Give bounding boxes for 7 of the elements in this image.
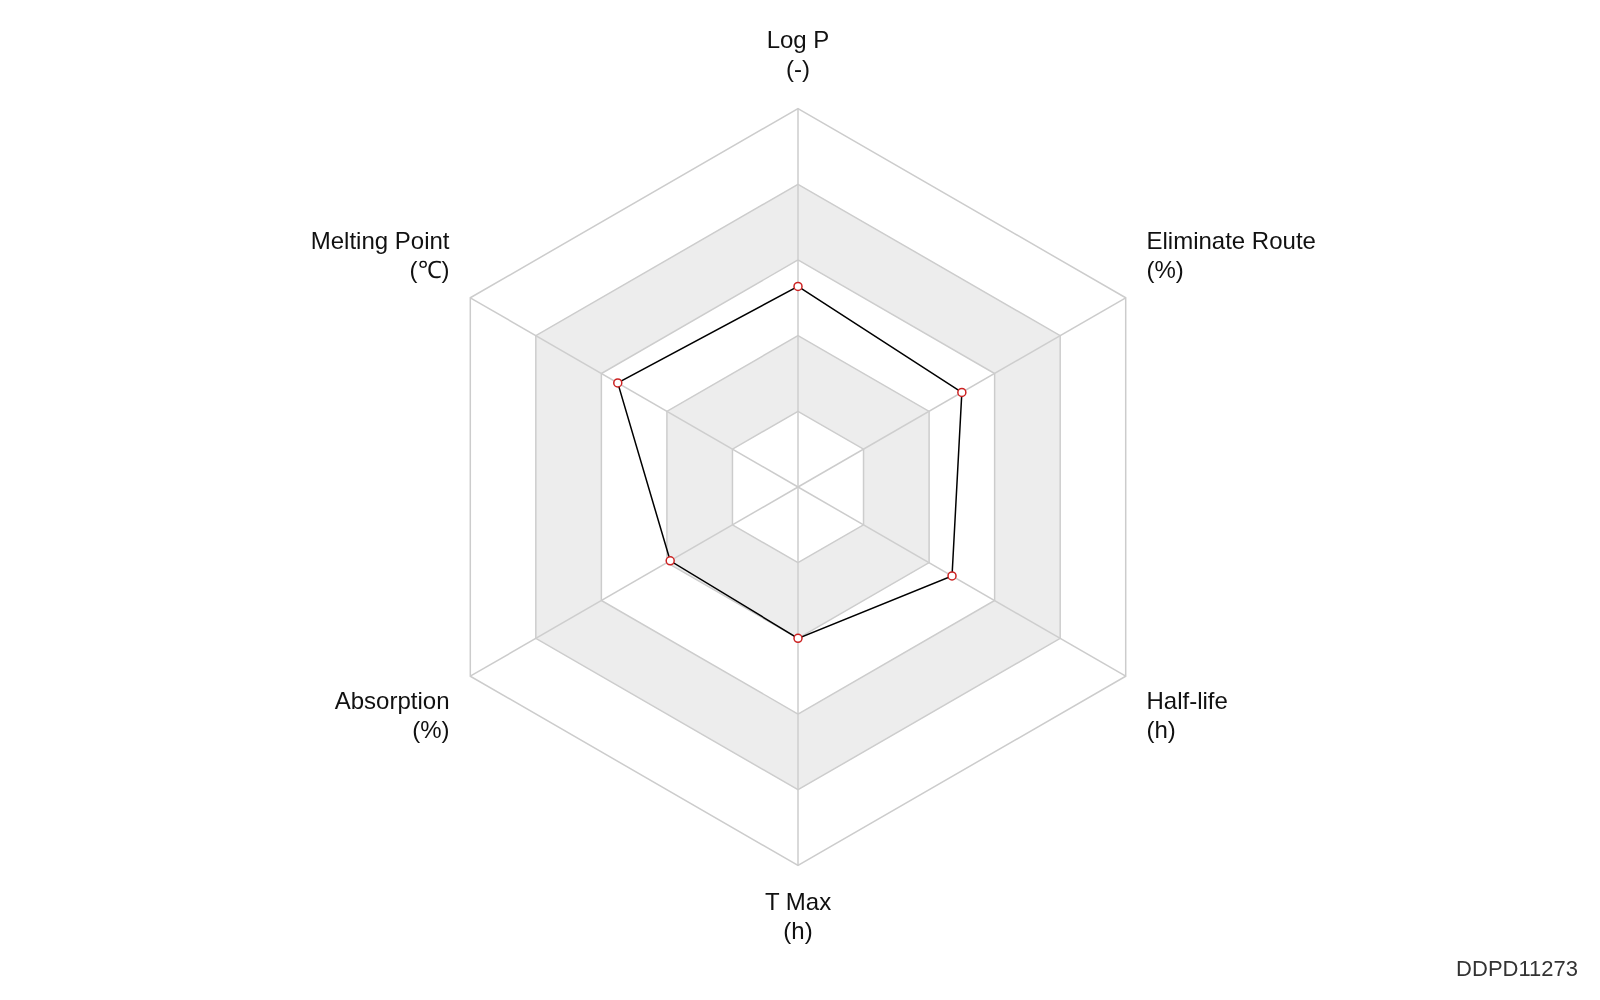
spoke-label: Eliminate Route (%) [1146, 227, 1316, 284]
spoke-label: Half-life (h) [1146, 687, 1228, 744]
spoke-label: Melting Point (℃) [310, 227, 450, 284]
spoke-label: T Max (h) [764, 888, 832, 945]
spoke-label: Absorption (%) [334, 687, 450, 744]
spoke-label: Log P (-) [766, 26, 830, 82]
text: DDPD11273 [1456, 956, 1578, 981]
